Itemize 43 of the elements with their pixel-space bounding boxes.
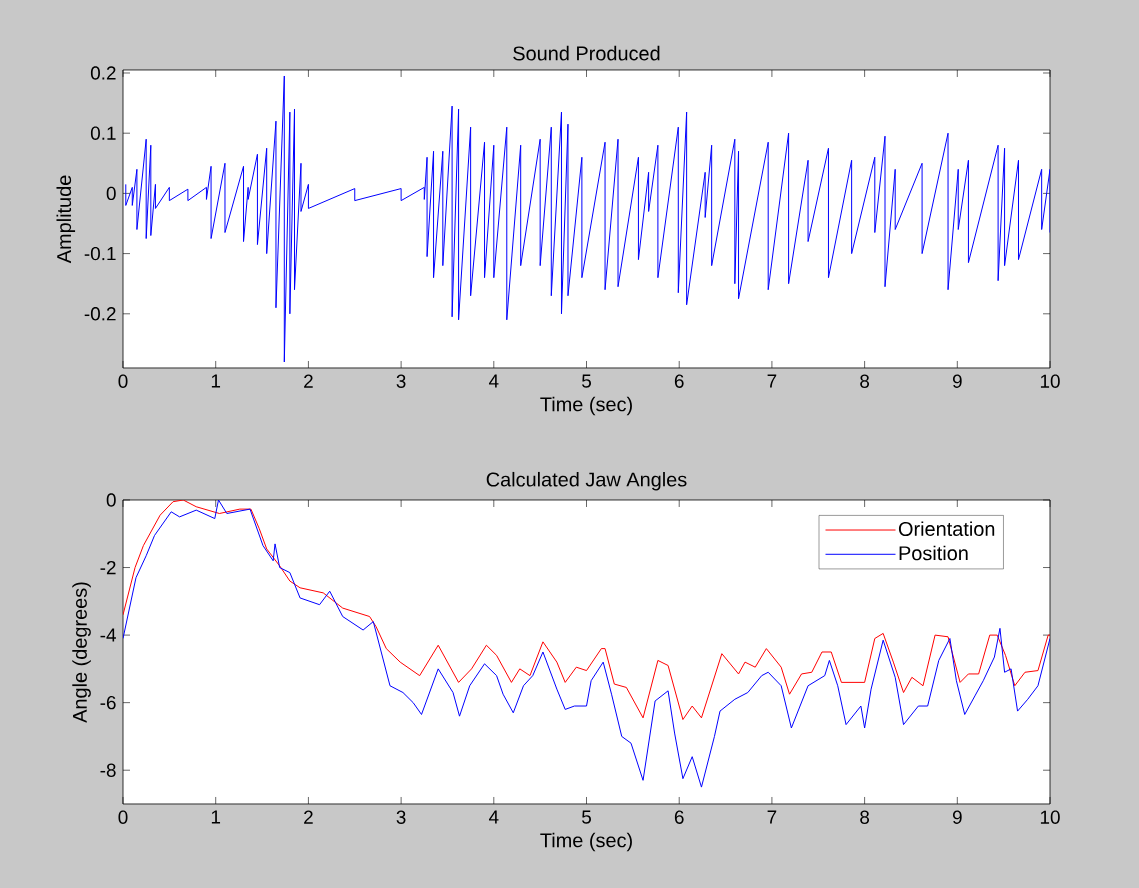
line-series	[123, 499, 1051, 721]
x-tick-label: 7	[767, 374, 777, 388]
y-tick-label: 0	[106, 493, 116, 507]
x-axis-title: Time (sec)	[540, 832, 632, 852]
x-tick-label: 1	[211, 374, 221, 388]
y-tick-label: -0.2	[84, 307, 116, 321]
x-tick-label: 6	[674, 810, 684, 824]
x-tick-label: 6	[674, 374, 684, 388]
y-tick-label: 0.1	[90, 126, 116, 140]
legend-label: Orientation	[898, 521, 995, 537]
legend-label: Position	[899, 545, 968, 561]
x-axis-title: Time (sec)	[540, 396, 632, 416]
y-tick-label: -0.1	[84, 246, 116, 261]
x-tick-label: 1	[211, 810, 221, 824]
y-tick-label: -6	[100, 695, 116, 710]
y-tick-label: -4	[100, 628, 116, 642]
x-tick-label: 9	[952, 810, 962, 824]
line-series	[123, 499, 1051, 788]
x-tick-label: 0	[118, 810, 128, 824]
x-tick-label: 3	[396, 810, 406, 824]
y-tick-label: 0.2	[90, 66, 116, 80]
y-axis-title: Amplitude	[56, 175, 76, 264]
chart-title: Calculated Jaw Angles	[486, 471, 687, 491]
y-axis-title: Angle (degrees)	[72, 582, 91, 723]
x-tick-label: 10	[1040, 810, 1060, 824]
chart-title: Sound Produced	[513, 45, 660, 61]
y-tick-label: -2	[100, 560, 116, 575]
x-tick-label: 2	[304, 810, 313, 824]
x-tick-label: 8	[860, 374, 870, 388]
x-tick-label: 2	[304, 374, 313, 388]
x-tick-label: 5	[582, 810, 591, 824]
x-tick-label: 4	[488, 374, 499, 388]
x-tick-label: 8	[860, 810, 870, 824]
x-tick-label: 5	[582, 374, 591, 388]
x-tick-label: 9	[952, 374, 962, 388]
x-tick-label: 3	[396, 374, 406, 388]
y-tick-label: -8	[100, 763, 116, 777]
line-series	[125, 75, 1051, 363]
x-tick-label: 0	[118, 374, 128, 388]
x-tick-label: 10	[1040, 374, 1060, 388]
y-tick-label: 0	[106, 186, 116, 201]
x-tick-label: 7	[767, 810, 777, 824]
x-tick-label: 4	[488, 810, 499, 824]
